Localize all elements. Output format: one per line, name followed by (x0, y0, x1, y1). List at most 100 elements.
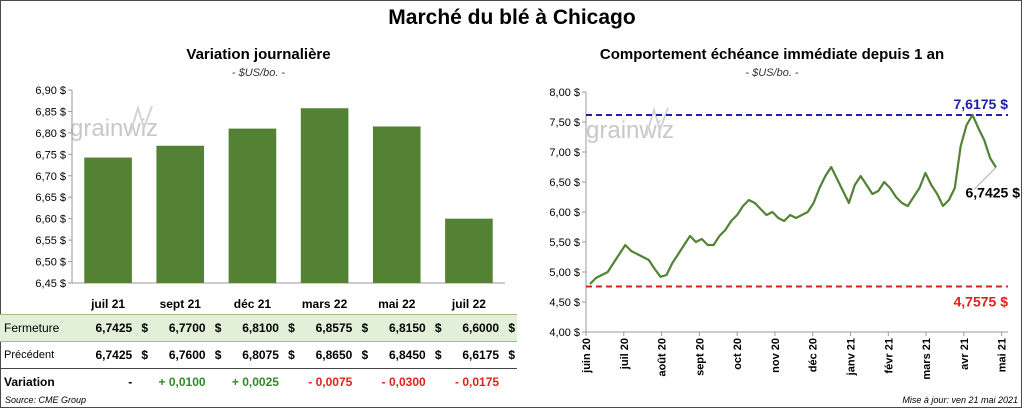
cell-close-1: 6,7700 (150, 314, 206, 342)
x-tick-label: janv 21 (846, 338, 858, 376)
y-tick-label: 7,00 $ (549, 147, 580, 159)
y-tick-label: 5,50 $ (549, 237, 580, 249)
line-chart-annotations: 7,6175 $ 4,7575 $ 6,7425 $ (954, 96, 1021, 310)
x-category-label: mars 22 (302, 297, 348, 311)
line-chart-axis: 4,00 $ 4,50 $ 5,00 $ 5,50 $ 6,00 $ 6,50 $ 7,00… (549, 87, 1008, 380)
cell-currency: $ (205, 314, 224, 342)
watermark-mark (645, 106, 669, 137)
y-tick-label: 6,50 $ (549, 177, 580, 189)
high-label: 7,6175 $ (954, 96, 1009, 112)
bar-5 (445, 218, 493, 283)
y-tick-label: 4,00 $ (549, 327, 580, 339)
cell-prev-2: 6,8075 (223, 341, 279, 369)
bar-0 (84, 157, 132, 283)
bar-4 (372, 126, 421, 283)
line-chart-title: Comportement échéance immédiate depuis 1… (599, 46, 945, 63)
y-tick-label: 8,00 $ (549, 87, 580, 99)
cell-var-1: + 0,0100 (158, 375, 206, 389)
x-tick-label: févr 21 (883, 338, 895, 373)
bar-chart-categories: juil 21 sept 21 déc 21 mars 22 mai 22 juil 22 (90, 297, 486, 311)
cell-currency: $ (132, 341, 150, 369)
y-tick-label: 6,50 $ (35, 257, 66, 269)
bar-chart: grainwiz 6,45 $6,50 $6,55 $6,60 $6,65 $6… (35, 85, 505, 311)
cell-prev-4: 6,8450 (370, 341, 426, 369)
cell-close-2: 6,8100 (223, 314, 279, 342)
cell-var-3: - 0,0075 (308, 375, 353, 389)
bar-chart-bars (84, 108, 493, 283)
y-tick-label: 6,60 $ (35, 214, 66, 226)
x-tick-label: avr 21 (959, 338, 971, 370)
y-tick-label: 6,70 $ (35, 171, 66, 183)
bar-chart-axis: 6,45 $ 6,50 $ 6,55 $ 6,60 $ 6,65 $ 6,70 $ 6,75… (35, 85, 505, 290)
line-chart-reference-lines (586, 113, 1008, 288)
y-tick-label: 5,00 $ (549, 267, 580, 279)
row-label-variation: Variation (4, 375, 55, 389)
cell-currency: $ (352, 314, 371, 342)
y-tick-label: 6,00 $ (549, 207, 580, 219)
cell-var-2: + 0,0025 (231, 375, 279, 389)
x-tick-label: mars 21 (921, 338, 933, 380)
cell-currency: $ (425, 314, 444, 342)
cell-currency: $ (278, 341, 297, 369)
cell-currency: $ (499, 341, 517, 369)
update-note: Mise à jour: ven 21 mai 2021 (902, 395, 1018, 405)
last-price-label: 6,7425 $ (966, 184, 1021, 200)
page-title: Marché du blé à Chicago (388, 6, 636, 29)
x-tick-label: mai 21 (997, 338, 1009, 372)
y-tick-label: 6,90 $ (35, 85, 66, 97)
cell-close-3: 6,8575 (296, 314, 353, 342)
cell-var-4: - 0,0300 (381, 375, 426, 389)
bar-1 (156, 145, 205, 283)
y-tick-label: 7,50 $ (549, 117, 580, 129)
price-series-line (589, 113, 997, 285)
y-tick-label: 4,50 $ (549, 297, 580, 309)
table-row-prev: Précédent 6,7425 $ 6,7600 $ 6,8075 $ 6,8650… (0, 341, 517, 369)
bar-chart-unit: - $US/bo. - (231, 67, 286, 79)
y-tick-label: 6,55 $ (35, 235, 66, 247)
y-tick-label: 6,65 $ (35, 192, 66, 204)
x-tick-label: août 20 (657, 338, 669, 377)
watermark-mark (129, 104, 153, 135)
x-tick-label: oct 20 (732, 338, 744, 370)
line-chart: grainwiz 4,00 $ 4,50 $ 5,00 $ 5,50 $ 6,00 $ 6… (549, 87, 1021, 380)
cell-currency: $ (352, 341, 371, 369)
y-tick-label: 6,45 $ (35, 278, 66, 290)
y-tick-label: 6,75 $ (35, 149, 66, 161)
x-category-label: juil 21 (90, 297, 125, 311)
cell-currency: $ (205, 341, 224, 369)
bar-chart-title: Variation journalière (186, 46, 331, 63)
x-tick-label: juin 20 (581, 338, 593, 374)
cell-close-0: 6,7425 (76, 314, 133, 342)
cell-prev-5: 6,6175 (443, 341, 500, 369)
x-tick-label: déc 20 (808, 338, 820, 372)
line-chart-series (589, 113, 997, 285)
grainwiz-watermark: grainwiz (70, 104, 158, 142)
row-label-prev: Précédent (0, 341, 77, 369)
y-tick-label: 6,85 $ (35, 106, 66, 118)
cell-close-4: 6,8150 (370, 314, 426, 342)
bar-2 (228, 128, 277, 283)
cell-var-0: - (128, 375, 133, 389)
low-label: 4,7575 $ (954, 294, 1009, 310)
price-table: Fermeture 6,7425 $ 6,7700 $ 6,8100 $ 6,8575… (0, 314, 517, 395)
x-tick-label: nov 20 (770, 338, 782, 373)
cell-prev-0: 6,7425 (76, 341, 133, 369)
cell-currency: $ (425, 341, 444, 369)
x-category-label: mai 22 (378, 297, 416, 311)
cell-close-5: 6,6000 (443, 314, 500, 342)
table-row-variation: Variation - + 0,0100 + 0,0025 - 0,0075 -… (0, 369, 517, 396)
cell-prev-1: 6,7600 (150, 341, 206, 369)
cell-var-5: - 0,0175 (455, 375, 500, 389)
line-chart-unit: - $US/bo. - (745, 67, 799, 79)
x-tick-label: juil 20 (619, 338, 631, 370)
y-tick-label: 6,80 $ (35, 128, 66, 140)
last-price-leader (973, 167, 997, 190)
x-tick-label: sept 20 (694, 338, 706, 376)
row-label-close: Fermeture (0, 314, 77, 342)
cell-currency: $ (499, 314, 517, 342)
x-category-label: déc 21 (234, 297, 272, 311)
bar-3 (300, 108, 349, 283)
cell-currency: $ (278, 314, 297, 342)
cell-prev-3: 6,8650 (296, 341, 353, 369)
